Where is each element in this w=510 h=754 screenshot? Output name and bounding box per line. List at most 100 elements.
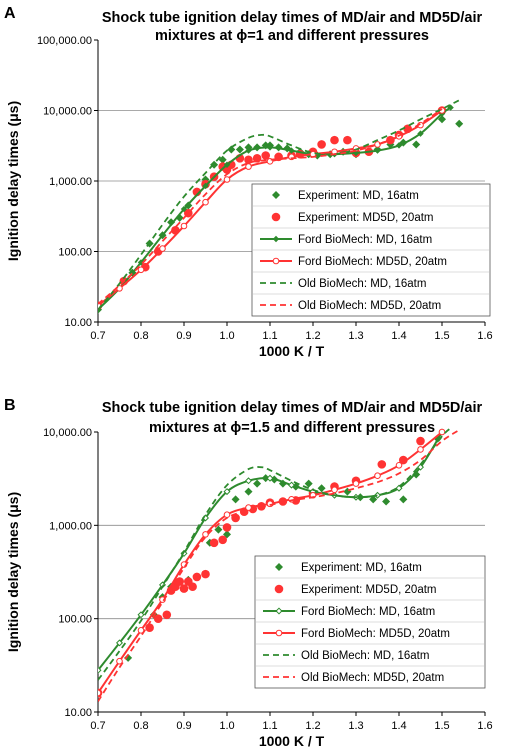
legend-label: Ford BioMech: MD, 16atm	[298, 234, 432, 246]
line-marker	[288, 147, 295, 154]
x-tick-label: 0.7	[90, 330, 105, 342]
y-tick-label: 100.00	[58, 247, 92, 259]
y-tick-label: 10,000.00	[43, 427, 92, 439]
line-marker	[159, 232, 166, 239]
data-point	[330, 135, 339, 145]
legend-item: Old BioMech: MD, 16atm	[260, 278, 426, 290]
data-point	[188, 582, 197, 592]
data-point	[153, 614, 163, 623]
legend-label: Ford BioMech: MD5D, 20atm	[301, 628, 450, 640]
line-marker	[202, 531, 209, 538]
legend: Experiment: MD, 16atm Experiment: MD5D, 2…	[254, 555, 486, 689]
line-marker	[180, 222, 188, 230]
legend-marker	[272, 257, 280, 265]
data-point	[455, 119, 464, 128]
legend-item: Experiment: MD, 16atm	[275, 562, 422, 574]
data-point	[343, 487, 352, 496]
data-point	[399, 495, 408, 504]
series-5	[98, 108, 443, 305]
data-point	[304, 479, 313, 488]
data-point	[343, 135, 352, 145]
plot-area	[98, 427, 460, 702]
legend-marker	[272, 235, 280, 243]
data-point	[438, 115, 446, 124]
data-point	[252, 153, 262, 163]
plot-area	[98, 99, 464, 314]
series-4	[98, 99, 460, 311]
line-marker	[416, 463, 425, 471]
legend-marker	[275, 563, 283, 571]
series-5	[98, 429, 460, 702]
legend-item: Experiment: MD5D, 20atm	[274, 584, 437, 596]
legend-label: Experiment: MD5D, 20atm	[301, 584, 437, 596]
legend-item: Old BioMech: MD5D, 20atm	[263, 672, 444, 684]
chart-title-line: mixtures at ϕ=1 and different pressures	[155, 28, 429, 44]
legend-item: Ford BioMech: MD, 16atm	[260, 234, 432, 246]
line-marker	[137, 266, 145, 274]
legend-marker	[275, 607, 283, 615]
legend-item: Experiment: MD, 16atm	[272, 190, 419, 202]
data-point	[222, 523, 232, 532]
data-point	[317, 484, 326, 493]
series-line	[98, 108, 443, 305]
legend-item: Experiment: MD5D, 20atm	[271, 212, 434, 224]
data-point	[244, 487, 253, 496]
panel-letter: A	[4, 5, 16, 22]
line-marker	[180, 205, 188, 213]
line-marker	[374, 147, 381, 154]
legend: Experiment: MD, 16atm Experiment: MD5D, 2…	[251, 183, 491, 317]
line-marker	[287, 481, 296, 489]
chart-panel-b: B Shock tube ignition delay times of MD/a…	[4, 397, 493, 749]
line-marker	[352, 480, 360, 487]
line-marker	[115, 639, 124, 647]
legend-label: Ford BioMech: MD, 16atm	[301, 606, 435, 618]
legend-item: Old BioMech: MD5D, 20atm	[260, 300, 441, 312]
y-tick-label: 10,000.00	[43, 106, 92, 118]
legend-label: Ford BioMech: MD5D, 20atm	[298, 256, 447, 268]
legend-marker	[271, 212, 281, 222]
legend-label: Old BioMech: MD5D, 20atm	[298, 300, 441, 312]
data-point	[377, 460, 387, 469]
line-marker	[244, 477, 253, 485]
line-marker	[245, 163, 252, 170]
line-marker	[447, 104, 454, 111]
legend-marker	[274, 584, 284, 594]
y-tick-label: 1,000.00	[49, 176, 92, 188]
data-point	[261, 151, 271, 160]
chart-panel-a: A Shock tube ignition delay times of MD/a…	[4, 5, 493, 359]
y-tick-label: 10.00	[64, 317, 92, 329]
data-point	[382, 497, 391, 506]
line-marker	[438, 428, 446, 436]
x-tick-label: 1.0	[219, 330, 234, 342]
line-marker	[266, 474, 274, 482]
x-tick-label: 1.3	[348, 330, 363, 342]
data-point	[253, 479, 262, 488]
line-marker	[417, 446, 424, 453]
y-tick-label: 100.00	[58, 614, 92, 626]
x-tick-label: 1.2	[305, 720, 320, 732]
y-tick-label: 100,000.00	[37, 35, 92, 47]
x-tick-label: 1.1	[262, 330, 277, 342]
line-marker	[116, 657, 123, 665]
line-marker	[159, 245, 166, 252]
panel-letter: B	[4, 397, 16, 414]
legend-label: Old BioMech: MD, 16atm	[301, 650, 429, 662]
y-axis-label: Ignition delay times (μs)	[5, 492, 21, 652]
x-tick-label: 1.1	[262, 720, 277, 732]
data-point	[201, 569, 210, 579]
line-marker	[98, 666, 102, 674]
data-point	[214, 525, 223, 534]
line-marker	[137, 259, 145, 266]
legend-label: Experiment: MD, 16atm	[301, 562, 422, 574]
data-point	[227, 145, 236, 154]
y-axis-label: Ignition delay times (μs)	[5, 101, 21, 261]
legend-item: Ford BioMech: MD, 16atm	[263, 606, 435, 618]
line-marker	[266, 144, 274, 151]
legend-label: Old BioMech: MD, 16atm	[298, 278, 426, 290]
y-tick-label: 10.00	[64, 707, 92, 719]
data-point	[192, 572, 202, 582]
x-tick-label: 1.6	[477, 330, 492, 342]
data-point	[235, 145, 244, 154]
line-marker	[395, 484, 403, 492]
data-point	[317, 140, 326, 149]
